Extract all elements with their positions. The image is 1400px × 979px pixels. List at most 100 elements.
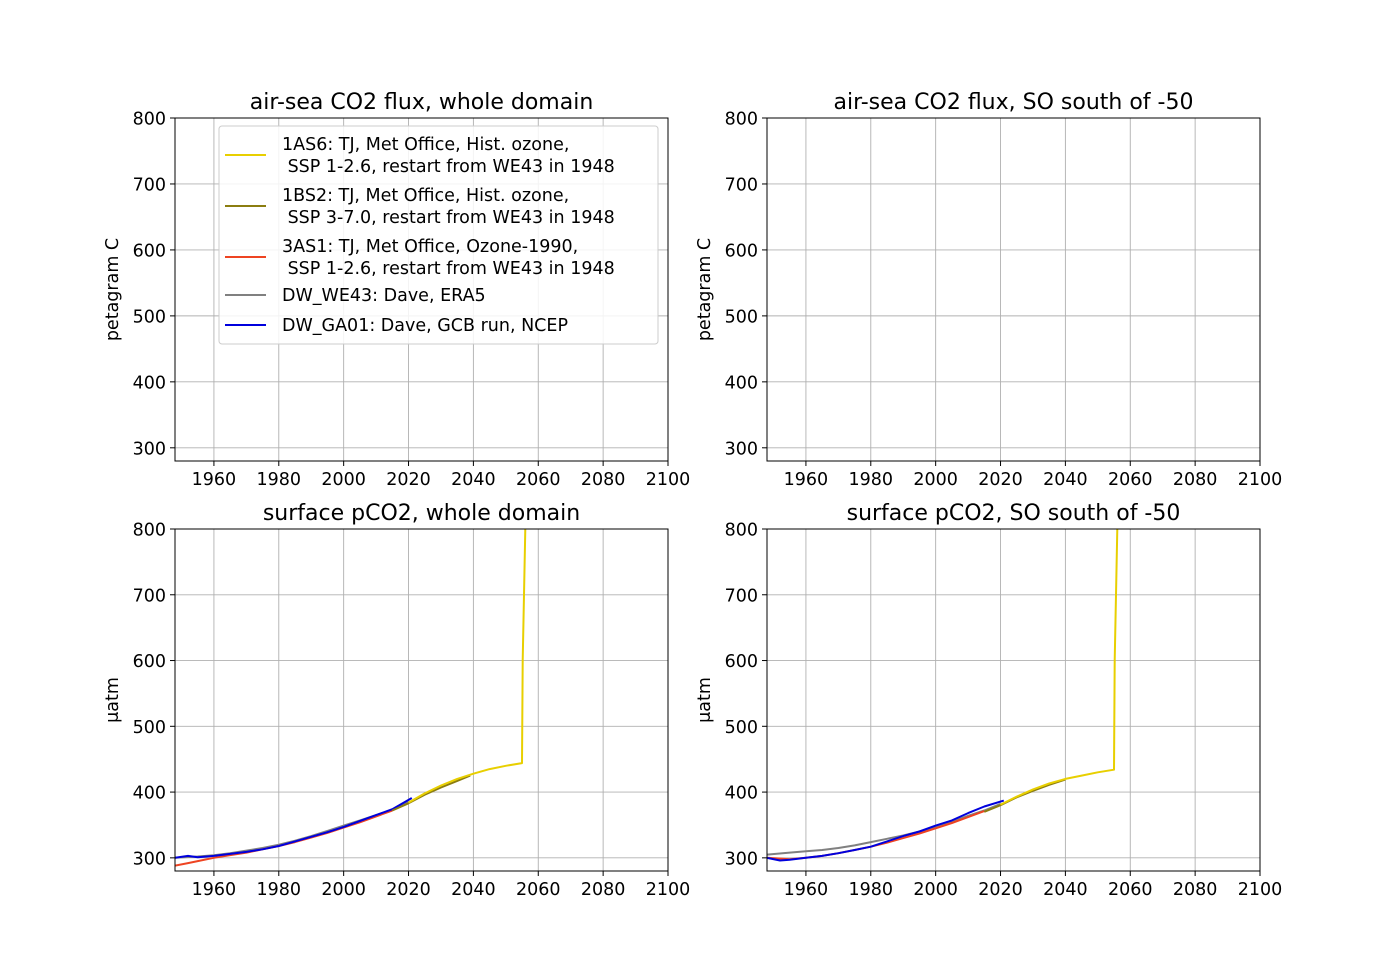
y-tick-label: 800 xyxy=(725,521,758,541)
series-line xyxy=(1000,529,1119,806)
panel-3: 1960 1980 2000 2020 2040 2060 2080 2100 300 400 50… xyxy=(695,501,1282,900)
panel-2-ylabel: μatm xyxy=(103,677,123,723)
legend-entry: 3AS1: TJ, Met Office, Ozone-1990, SSP 1-… xyxy=(225,237,615,279)
x-tick-label: 2040 xyxy=(1043,880,1088,900)
y-tick-label: 500 xyxy=(133,307,166,327)
y-tick-label: 700 xyxy=(725,586,758,606)
panel-3-ticks: 1960 1980 2000 2020 2040 2060 2080 2100 300 400 50… xyxy=(725,521,1283,901)
x-tick-label: 2020 xyxy=(978,880,1023,900)
panel-3-ylabel: μatm xyxy=(695,677,715,723)
x-tick-label: 2000 xyxy=(913,470,958,490)
series-line xyxy=(408,529,527,804)
y-tick-label: 800 xyxy=(133,521,166,541)
x-tick-label: 1980 xyxy=(257,880,302,900)
x-tick-label: 2040 xyxy=(451,880,496,900)
panel-1-frame xyxy=(766,117,1261,462)
y-tick-label: 800 xyxy=(725,110,758,130)
panel-1-ticks: 1960 1980 2000 2020 2040 2060 2080 2100 300 400 50… xyxy=(725,110,1283,491)
x-tick-label: 2060 xyxy=(516,470,561,490)
legend-label: 1AS6: TJ, Met Office, Hist. ozone, xyxy=(282,135,569,155)
y-tick-label: 600 xyxy=(133,241,166,261)
legend-entry: DW_GA01: Dave, GCB run, NCEP xyxy=(225,316,568,336)
x-tick-label: 2100 xyxy=(1238,880,1283,900)
y-tick-label: 800 xyxy=(133,110,166,130)
x-tick-label: 2020 xyxy=(386,470,431,490)
legend-label: DW_GA01: Dave, GCB run, NCEP xyxy=(282,316,568,336)
y-tick-label: 700 xyxy=(725,175,758,195)
y-tick-label: 600 xyxy=(725,241,758,261)
y-tick-label: 700 xyxy=(133,175,166,195)
y-tick-label: 700 xyxy=(133,586,166,606)
panel-1-ylabel: petagram C xyxy=(695,238,715,341)
y-tick-label: 600 xyxy=(725,652,758,672)
x-tick-label: 2020 xyxy=(386,880,431,900)
panel-2: 1960 1980 2000 2020 2040 2060 2080 2100 300 400 50… xyxy=(103,501,690,900)
series-line xyxy=(983,778,1066,813)
x-tick-label: 2000 xyxy=(321,470,366,490)
x-tick-label: 1980 xyxy=(849,880,894,900)
series-line xyxy=(767,802,1001,856)
panel-1: 1960 1980 2000 2020 2040 2060 2080 2100 300 400 50… xyxy=(695,90,1282,490)
panel-0-title: air-sea CO2 flux, whole domain xyxy=(250,90,594,115)
y-tick-label: 500 xyxy=(133,718,166,738)
y-tick-label: 400 xyxy=(725,784,758,804)
legend-label: DW_WE43: Dave, ERA5 xyxy=(282,286,486,306)
legend-entry: 1AS6: TJ, Met Office, Hist. ozone, SSP 1… xyxy=(225,135,615,177)
x-tick-label: 2040 xyxy=(1043,470,1088,490)
series-line xyxy=(767,799,1005,862)
series-line xyxy=(391,774,471,812)
x-tick-label: 2100 xyxy=(646,470,691,490)
x-tick-label: 2060 xyxy=(1108,880,1153,900)
panel-2-ticks: 1960 1980 2000 2020 2040 2060 2080 2100 300 400 50… xyxy=(133,521,691,901)
x-tick-label: 2080 xyxy=(1173,880,1218,900)
y-tick-label: 300 xyxy=(133,849,166,869)
legend-label-cont: SSP 3-7.0, restart from WE43 in 1948 xyxy=(282,208,615,228)
panel-2-series xyxy=(175,529,527,867)
panel-3-frame xyxy=(766,528,1261,872)
x-tick-label: 1960 xyxy=(192,880,237,900)
y-tick-label: 500 xyxy=(725,307,758,327)
panel-3-title: surface pCO2, SO south of -50 xyxy=(847,501,1181,526)
legend-label-cont: SSP 1-2.6, restart from WE43 in 1948 xyxy=(282,259,615,279)
panel-0-frame xyxy=(174,117,669,462)
series-line xyxy=(175,797,413,859)
x-tick-label: 2000 xyxy=(321,880,366,900)
x-tick-label: 1980 xyxy=(849,470,894,490)
legend-label: 3AS1: TJ, Met Office, Ozone-1990, xyxy=(282,237,578,257)
y-tick-label: 300 xyxy=(725,439,758,459)
x-tick-label: 2000 xyxy=(913,880,958,900)
y-tick-label: 500 xyxy=(725,718,758,738)
panel-3-grid xyxy=(767,528,1261,871)
y-tick-label: 400 xyxy=(725,373,758,393)
legend-box xyxy=(218,125,659,345)
x-tick-label: 1960 xyxy=(192,470,237,490)
x-tick-label: 2060 xyxy=(516,880,561,900)
x-tick-label: 1960 xyxy=(784,880,829,900)
x-tick-label: 2020 xyxy=(978,470,1023,490)
x-tick-label: 2080 xyxy=(581,880,626,900)
legend-entry: 1BS2: TJ, Met Office, Hist. ozone, SSP 3… xyxy=(225,186,615,228)
panel-2-title: surface pCO2, whole domain xyxy=(263,501,580,526)
legend-entry: DW_WE43: Dave, ERA5 xyxy=(225,286,486,306)
x-tick-label: 1980 xyxy=(257,470,302,490)
legend: 1AS6: TJ, Met Office, Hist. ozone, SSP 1… xyxy=(218,125,659,345)
series-line xyxy=(175,801,409,859)
panel-0-ylabel: petagram C xyxy=(103,238,123,341)
x-tick-label: 2080 xyxy=(1173,470,1218,490)
y-tick-label: 300 xyxy=(725,849,758,869)
y-tick-label: 400 xyxy=(133,784,166,804)
panel-2-frame xyxy=(174,528,669,872)
x-tick-label: 2100 xyxy=(646,880,691,900)
y-tick-label: 400 xyxy=(133,373,166,393)
y-tick-label: 600 xyxy=(133,652,166,672)
panel-3-series xyxy=(767,529,1119,862)
legend-label: 1BS2: TJ, Met Office, Hist. ozone, xyxy=(282,186,569,206)
x-tick-label: 2100 xyxy=(1238,470,1283,490)
legend-label-cont: SSP 1-2.6, restart from WE43 in 1948 xyxy=(282,157,615,177)
y-tick-label: 300 xyxy=(133,439,166,459)
x-tick-label: 1960 xyxy=(784,470,829,490)
panel-2-grid xyxy=(175,528,669,871)
panel-0-ticks: 1960 1980 2000 2020 2040 2060 2080 2100 300 400 50… xyxy=(133,110,691,491)
panel-1-grid xyxy=(767,117,1261,461)
